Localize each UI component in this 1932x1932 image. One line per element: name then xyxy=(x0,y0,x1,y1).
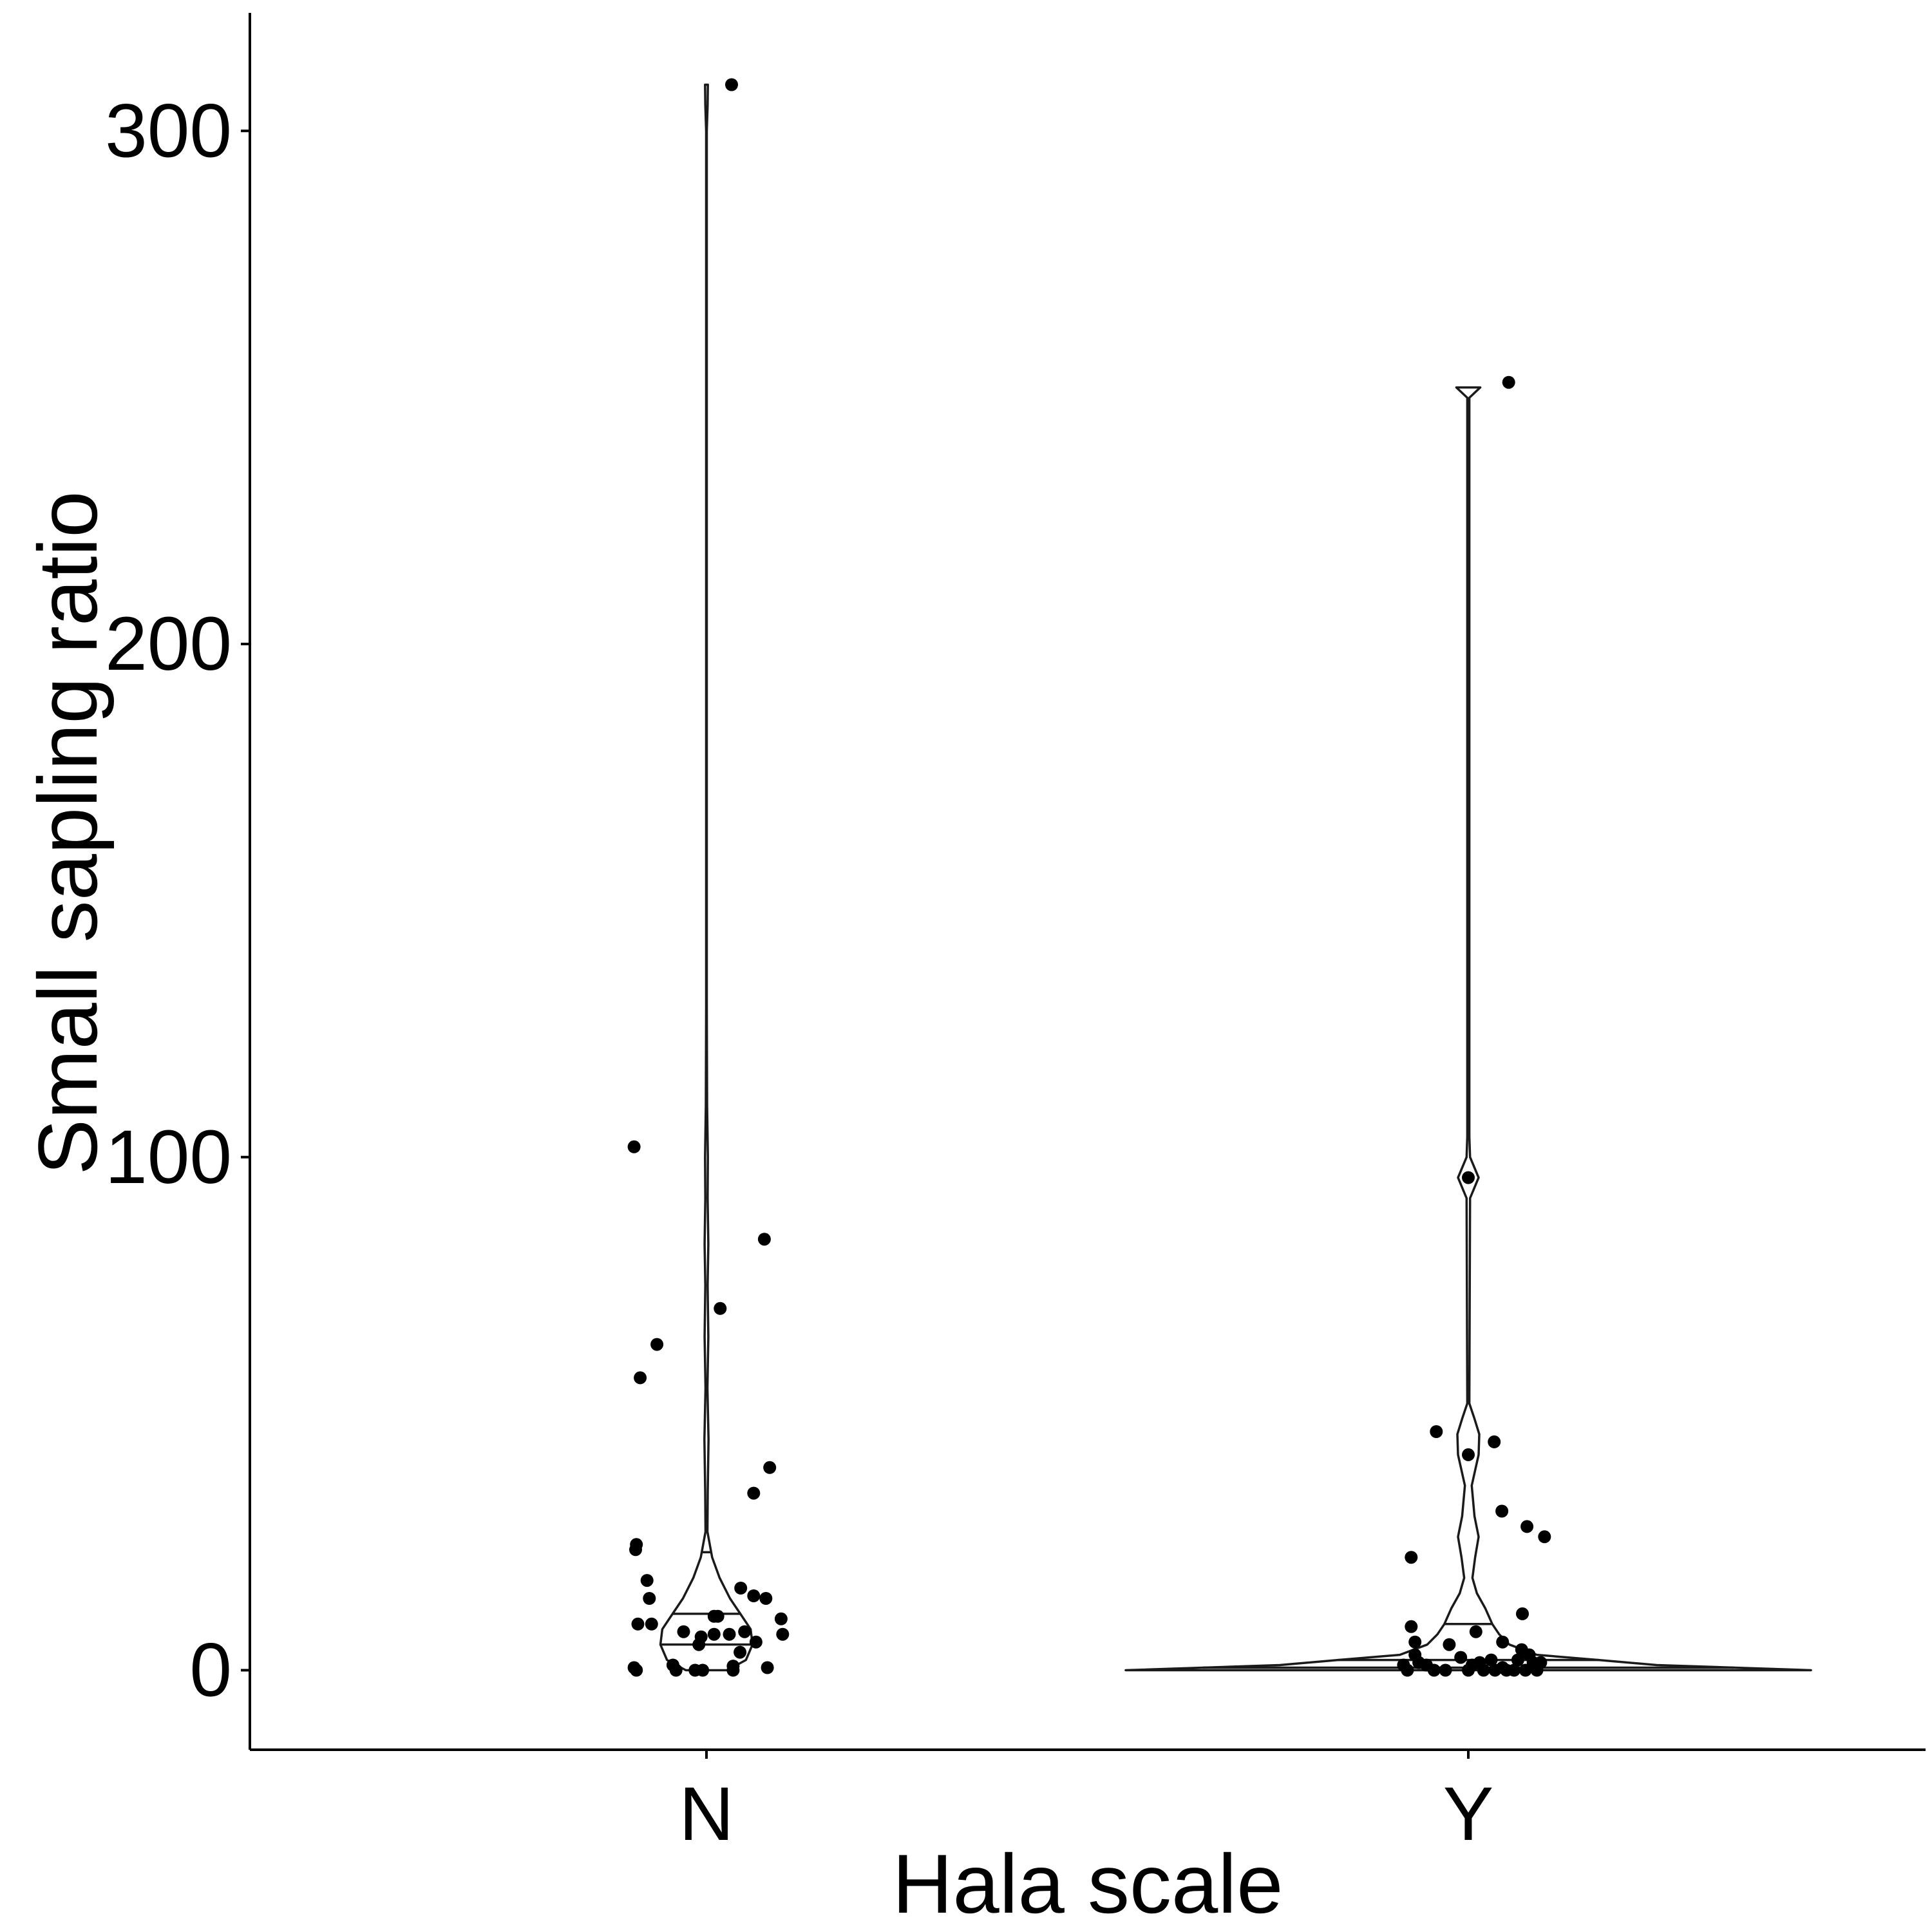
data-point xyxy=(774,1612,788,1625)
data-point xyxy=(1516,1607,1529,1620)
data-point xyxy=(1427,1663,1441,1677)
data-point xyxy=(630,1663,643,1677)
data-point xyxy=(692,1638,706,1651)
violins-layer xyxy=(659,83,1812,1672)
data-point xyxy=(749,1635,762,1649)
data-point xyxy=(1520,1520,1534,1533)
data-point xyxy=(1469,1625,1482,1638)
data-point xyxy=(725,78,738,91)
data-point xyxy=(1488,1663,1502,1677)
data-point xyxy=(627,1140,641,1153)
data-point xyxy=(707,1627,721,1641)
data-point xyxy=(650,1338,664,1351)
data-point xyxy=(669,1663,683,1677)
points-layer xyxy=(627,78,1551,1677)
data-point xyxy=(1508,1663,1520,1677)
data-point xyxy=(757,1233,771,1246)
data-point xyxy=(1454,1651,1468,1664)
data-point xyxy=(1430,1425,1443,1438)
data-point xyxy=(776,1627,790,1641)
data-point xyxy=(761,1661,774,1674)
data-point xyxy=(1462,1171,1475,1184)
data-point xyxy=(1405,1551,1418,1564)
data-point xyxy=(1511,1653,1524,1667)
data-point xyxy=(643,1592,656,1605)
data-point xyxy=(1401,1663,1414,1677)
y-tick-label: 100 xyxy=(105,1115,232,1200)
y-axis-ticks: 0 100 200 300 xyxy=(105,88,250,1713)
data-point xyxy=(1496,1635,1510,1649)
data-point xyxy=(763,1461,777,1474)
data-point xyxy=(1484,1653,1498,1667)
data-point xyxy=(1488,1435,1501,1448)
data-point xyxy=(645,1617,658,1631)
x-tick-label: N xyxy=(679,1772,734,1857)
data-point xyxy=(714,1302,727,1315)
data-point xyxy=(1538,1530,1551,1544)
violin-Y xyxy=(1124,386,1812,1672)
violin-N xyxy=(659,83,754,1672)
data-point xyxy=(634,1371,647,1385)
data-point xyxy=(759,1592,773,1605)
data-point xyxy=(1495,1504,1509,1518)
data-point xyxy=(1443,1638,1456,1651)
data-point xyxy=(677,1625,690,1638)
data-point xyxy=(1502,375,1515,389)
data-point xyxy=(696,1663,710,1677)
data-point xyxy=(640,1574,654,1587)
data-point xyxy=(734,1645,747,1659)
data-point xyxy=(1530,1663,1544,1677)
y-tick-label: 300 xyxy=(105,88,232,173)
data-point xyxy=(1519,1663,1532,1677)
data-point xyxy=(629,1543,642,1557)
data-point xyxy=(747,1486,761,1500)
data-point xyxy=(734,1582,748,1595)
data-point xyxy=(723,1627,736,1641)
data-point xyxy=(747,1589,761,1602)
y-axis-title: Small sapling ratio xyxy=(21,491,115,1175)
data-point xyxy=(1408,1635,1422,1649)
data-point xyxy=(711,1609,724,1623)
data-point xyxy=(631,1617,645,1631)
data-point xyxy=(1405,1620,1418,1633)
y-tick-label: 200 xyxy=(105,601,232,687)
data-point xyxy=(738,1625,752,1638)
data-point xyxy=(1462,1663,1475,1677)
data-point xyxy=(726,1660,740,1673)
y-tick-label: 0 xyxy=(189,1628,232,1713)
data-point xyxy=(1477,1663,1490,1677)
x-axis-title: Hala scale xyxy=(893,1837,1283,1931)
data-point xyxy=(1439,1663,1452,1677)
x-tick-label: Y xyxy=(1443,1772,1494,1857)
data-point xyxy=(1462,1448,1475,1461)
